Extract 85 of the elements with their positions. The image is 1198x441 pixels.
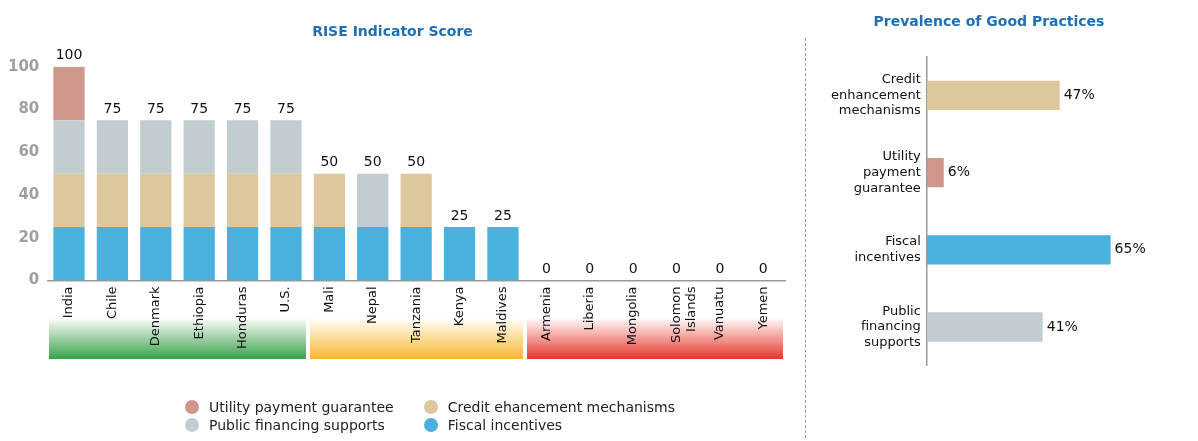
total-label: 0 xyxy=(541,260,551,277)
y-tick-label: Credit enhancement mechanisms xyxy=(831,71,922,118)
legend-label: Credit ehancement mechanisms xyxy=(446,399,675,415)
bar xyxy=(96,120,129,174)
y-tick-label: 40 xyxy=(18,184,40,203)
x-tick-label: Honduras xyxy=(233,286,249,349)
total-label: 50 xyxy=(407,153,426,170)
bar xyxy=(487,227,519,281)
bar xyxy=(140,173,172,228)
bar xyxy=(183,227,215,281)
bar xyxy=(926,312,1043,342)
total-label: 50 xyxy=(363,153,382,170)
total-label: 0 xyxy=(628,260,638,277)
bar xyxy=(96,173,129,228)
bar xyxy=(53,120,85,174)
bar xyxy=(53,227,85,281)
bar xyxy=(357,173,389,228)
bar xyxy=(270,120,302,174)
total-label: 100 xyxy=(55,46,83,63)
y-tick-label: 60 xyxy=(18,142,40,161)
legend-label: Public financing supports xyxy=(208,417,386,433)
legend-label: Utility payment guarantee xyxy=(208,399,394,415)
bar xyxy=(443,227,476,281)
data-label: 6% xyxy=(947,163,971,180)
bar xyxy=(926,157,944,188)
bar xyxy=(270,227,302,281)
bar xyxy=(226,120,259,174)
total-label: 50 xyxy=(320,153,339,170)
y-tick-label: Utility payment guarantee xyxy=(853,148,922,195)
bar xyxy=(270,173,302,228)
bar xyxy=(53,173,85,228)
total-label: 25 xyxy=(450,206,469,223)
x-tick-label: Maldives xyxy=(494,286,510,344)
data-label: 41% xyxy=(1046,317,1078,334)
x-tick-label: Liberia xyxy=(581,286,597,331)
data-label: 47% xyxy=(1063,86,1095,103)
y-tick-label: Fiscal incentives xyxy=(854,233,922,264)
bar xyxy=(53,66,85,121)
legend-label: Fiscal incentives xyxy=(446,417,564,433)
bar xyxy=(140,227,172,281)
y-tick-label: 80 xyxy=(18,99,40,118)
bar xyxy=(926,235,1111,265)
total-label: 75 xyxy=(277,99,295,116)
x-tick-label: Yemen xyxy=(754,286,770,331)
bar xyxy=(313,173,345,228)
bar xyxy=(140,120,172,174)
bar xyxy=(926,80,1060,111)
bar xyxy=(400,173,432,228)
x-tick-label: Vanuatu xyxy=(711,286,727,341)
chart-title: Prevalence of Good Practices xyxy=(873,13,1105,30)
x-tick-label: Kenya xyxy=(450,286,466,327)
total-label: 75 xyxy=(233,99,252,116)
total-label: 0 xyxy=(672,260,681,277)
x-tick-label: Denmark xyxy=(147,286,163,347)
data-label: 65% xyxy=(1114,240,1146,257)
x-tick-label: Ethiopia xyxy=(190,286,206,340)
bar xyxy=(96,227,129,281)
total-label: 75 xyxy=(103,99,122,116)
total-label: 0 xyxy=(715,260,725,277)
x-tick-label: Solomon Islands xyxy=(667,286,699,344)
x-tick-label: Chile xyxy=(103,286,119,319)
bar xyxy=(183,120,215,174)
bar xyxy=(357,227,389,281)
x-tick-label: Tanzania xyxy=(407,286,423,345)
total-label: 0 xyxy=(585,260,595,277)
x-tick-label: Armenia xyxy=(537,286,553,341)
bar xyxy=(313,227,345,281)
chart-title: RISE Indicator Score xyxy=(312,23,473,40)
total-label: 75 xyxy=(190,99,209,116)
y-tick-label: Public financing supports xyxy=(860,302,922,349)
bar xyxy=(183,173,215,228)
x-tick-label: India xyxy=(60,286,76,319)
x-tick-label: U.S. xyxy=(277,286,293,313)
total-label: 0 xyxy=(758,260,768,277)
y-tick-label: 0 xyxy=(28,270,40,289)
y-tick-label: 20 xyxy=(18,227,40,246)
x-tick-label: Mongolia xyxy=(624,286,640,346)
total-label: 25 xyxy=(494,206,512,223)
bar xyxy=(400,227,432,281)
x-tick-label: Nepal xyxy=(364,286,380,325)
y-tick-label: 100 xyxy=(8,56,40,75)
bar xyxy=(226,227,259,281)
x-tick-label: Mali xyxy=(320,286,336,313)
total-label: 75 xyxy=(146,99,165,116)
bar xyxy=(226,173,259,228)
